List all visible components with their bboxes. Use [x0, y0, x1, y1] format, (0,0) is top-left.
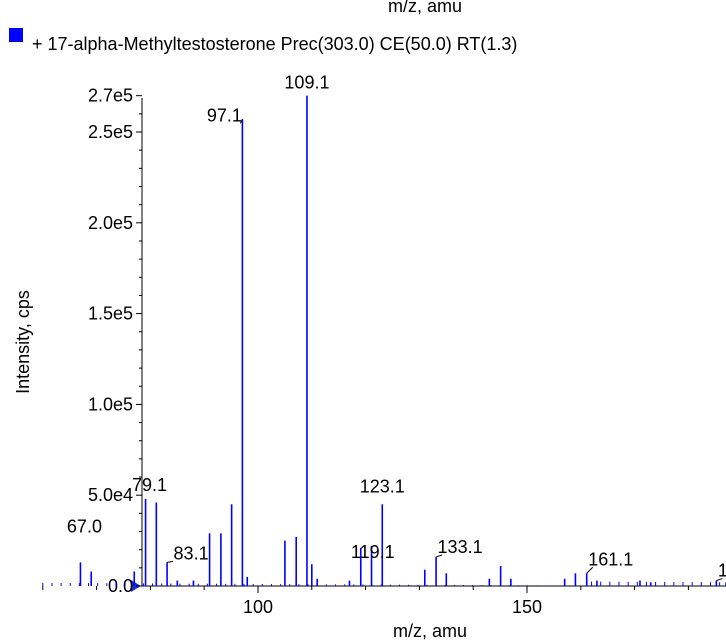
peak-label: 119.1 — [351, 542, 395, 562]
peak-label: 185.2 — [718, 561, 726, 581]
peak-label-leader — [239, 119, 243, 124]
legend-label: + 17-alpha-Methyltestosterone Prec(303.0… — [32, 34, 517, 54]
peak-label: 133.1 — [438, 537, 483, 557]
peak-label: 83.1 — [174, 543, 209, 563]
x-tick-label: 150 — [512, 597, 542, 617]
y-tick-label: 1.0e5 — [88, 394, 133, 414]
peak-labels: 67.0 79.1 83.1 97.1 109.1 119.1 123.1 133.1 161.… — [67, 73, 726, 582]
peak-label: 109.1 — [284, 73, 329, 93]
peak-label: 67.0 — [67, 516, 102, 536]
y-axis-title: Intensity, cps — [13, 290, 33, 394]
y-tick-label: 5.0e4 — [88, 485, 133, 505]
y-tick-label: 2.7e5 — [88, 86, 133, 106]
legend: + 17-alpha-Methyltestosterone Prec(303.0… — [9, 28, 517, 54]
peaks — [42, 95, 726, 586]
y-tick-label: 2.0e5 — [88, 213, 133, 233]
y-tick-label: 2.5e5 — [88, 122, 133, 142]
peak-label-leader — [166, 560, 174, 563]
y-tick-label: 0.0 — [108, 576, 133, 596]
peak-label-leader — [716, 578, 723, 582]
x-tick-label: 100 — [243, 597, 273, 617]
peak-label: 161.1 — [588, 549, 633, 569]
axes — [131, 98, 726, 592]
peak-label-leader — [586, 566, 594, 574]
peak-label-leader — [435, 554, 443, 558]
y-ticks: 0.0 5.0e4 1.0e5 1.5e5 2.0e5 2.5e5 2.7e5 — [88, 86, 142, 596]
x-axis-title: m/z, amu — [393, 621, 467, 641]
peak-label: 97.1 — [207, 105, 242, 125]
clipped-top-axis-title: m/z, amu — [388, 0, 462, 16]
x-ticks: 100150200250 — [42, 586, 689, 617]
legend-marker — [9, 28, 23, 42]
y-tick-label: 1.5e5 — [88, 304, 133, 324]
peak-label: 79.1 — [132, 475, 167, 495]
peak-label: 123.1 — [360, 476, 405, 496]
